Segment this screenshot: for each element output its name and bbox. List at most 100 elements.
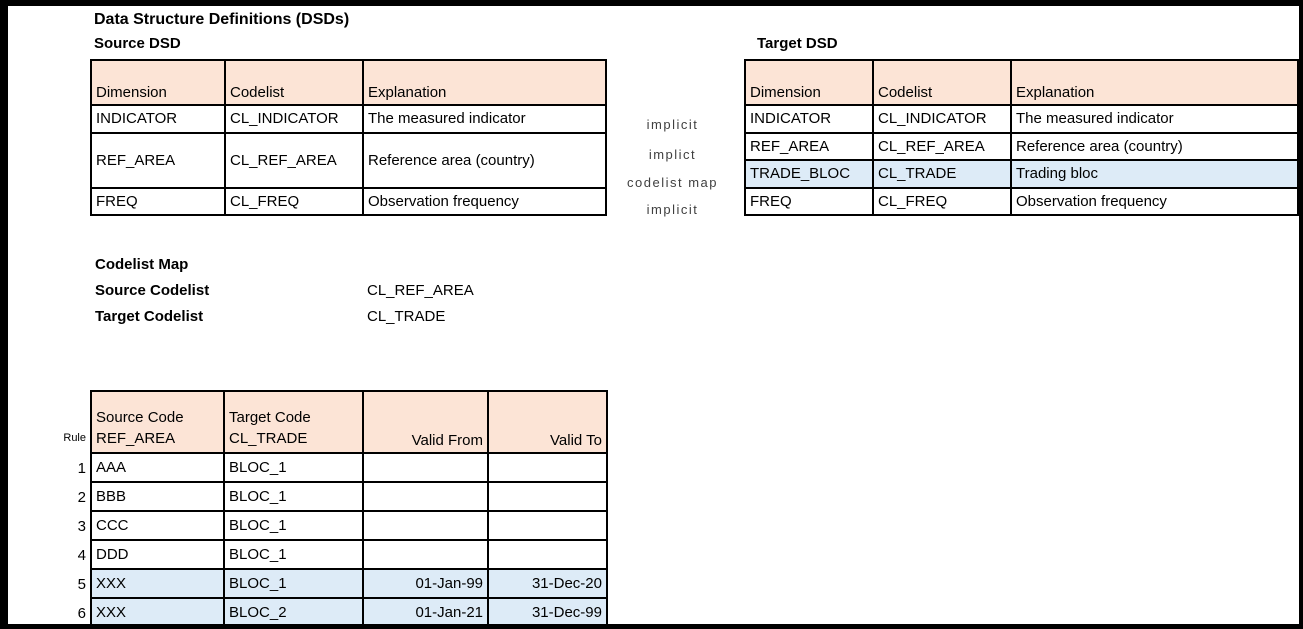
column-header-dimension: Dimension (90, 59, 226, 106)
explanation-cell: Observation frequency (362, 187, 607, 216)
codelist-map-rules-table: Source Code REF_AREA Target Code CL_TRAD… (90, 390, 608, 628)
valid-from-cell (362, 481, 489, 512)
explanation-cell: The measured indicator (1010, 104, 1299, 134)
explanation-cell: Trading bloc (1010, 159, 1299, 189)
dimension-cell: REF_AREA (744, 132, 874, 161)
dimension-cell: INDICATOR (90, 104, 226, 134)
target-dsd-header-row: Dimension Codelist Explanation (744, 59, 1299, 106)
rule-number: 2 (77, 489, 86, 506)
rule-column: Rule 1 2 3 4 5 6 (28, 390, 86, 626)
valid-to-cell (487, 452, 608, 483)
codelist-map-section: Codelist Map Source Codelist CL_REF_AREA… (95, 256, 474, 334)
column-header-explanation: Explanation (1010, 59, 1299, 106)
source-code-cell: XXX (90, 597, 225, 628)
table-row-highlighted-trade-bloc: TRADE_BLOC CL_TRADE Trading bloc (744, 159, 1299, 189)
mapping-type-label-implicit-1: implicit (646, 117, 699, 132)
explanation-cell: Observation frequency (1010, 187, 1299, 216)
target-code-cell: BLOC_1 (223, 481, 364, 512)
rules-header-row: Source Code REF_AREA Target Code CL_TRAD… (90, 390, 608, 454)
column-header-valid-from: Valid From (362, 390, 489, 454)
mapping-type-label-implicit-3: implicit (646, 202, 699, 217)
source-code-cell: DDD (90, 539, 225, 570)
dimension-cell: INDICATOR (744, 104, 874, 134)
codelist-cell: CL_REF_AREA (224, 132, 364, 189)
column-header-source-code: Source Code REF_AREA (90, 390, 225, 454)
rule-row: DDD BLOC_1 (90, 539, 608, 570)
source-code-cell: AAA (90, 452, 225, 483)
source-codelist-label: Source Codelist (95, 282, 210, 299)
table-row: INDICATOR CL_INDICATOR The measured indi… (744, 104, 1299, 134)
valid-to-cell: 31-Dec-20 (487, 568, 608, 599)
source-code-cell: CCC (90, 510, 225, 541)
dimension-cell: TRADE_BLOC (744, 159, 874, 189)
source-code-cell: BBB (90, 481, 225, 512)
source-code-header-line2: REF_AREA (96, 430, 176, 447)
target-code-cell: BLOC_1 (223, 539, 364, 570)
rule-number: 5 (77, 576, 86, 593)
valid-from-cell (362, 452, 489, 483)
target-dsd-table: Dimension Codelist Explanation INDICATOR… (744, 59, 1299, 216)
rule-row-highlighted: XXX BLOC_2 01-Jan-21 31-Dec-99 (90, 597, 608, 628)
column-header-codelist: Codelist (224, 59, 364, 106)
rule-row: AAA BLOC_1 (90, 452, 608, 483)
valid-to-cell (487, 481, 608, 512)
target-codelist-label: Target Codelist (95, 308, 204, 325)
valid-to-cell (487, 510, 608, 541)
valid-from-cell (362, 539, 489, 570)
source-code-header-line1: Source Code (96, 409, 184, 426)
codelist-map-title: Codelist Map (95, 256, 189, 273)
rule-number: 4 (77, 547, 86, 564)
rule-row: BBB BLOC_1 (90, 481, 608, 512)
codelist-cell: CL_INDICATOR (872, 104, 1012, 134)
source-dsd-label: Source DSD (94, 35, 181, 52)
table-row: REF_AREA CL_REF_AREA Reference area (cou… (90, 132, 607, 189)
dimension-cell: REF_AREA (90, 132, 226, 189)
table-row: FREQ CL_FREQ Observation frequency (90, 187, 607, 216)
target-dsd-label: Target DSD (757, 35, 838, 52)
codelist-cell: CL_FREQ (872, 187, 1012, 216)
target-code-cell: BLOC_1 (223, 510, 364, 541)
rule-number: 3 (77, 518, 86, 535)
column-header-valid-to: Valid To (487, 390, 608, 454)
codelist-cell: CL_FREQ (224, 187, 364, 216)
valid-from-cell: 01-Jan-99 (362, 568, 489, 599)
column-header-target-code: Target Code CL_TRADE (223, 390, 364, 454)
dimension-cell: FREQ (744, 187, 874, 216)
codelist-map-target-row: Target Codelist CL_TRADE (95, 308, 445, 334)
mapping-type-label-implicit-2: implict (648, 147, 697, 162)
valid-to-cell: 31-Dec-99 (487, 597, 608, 628)
valid-from-cell (362, 510, 489, 541)
source-code-cell: XXX (90, 568, 225, 599)
rule-row-highlighted: XXX BLOC_1 01-Jan-99 31-Dec-20 (90, 568, 608, 599)
explanation-cell: Reference area (country) (1010, 132, 1299, 161)
rule-number: 6 (77, 605, 86, 622)
page-title: Data Structure Definitions (DSDs) (94, 11, 350, 28)
target-code-cell: BLOC_1 (223, 568, 364, 599)
table-row: FREQ CL_FREQ Observation frequency (744, 187, 1299, 216)
target-code-header-line2: CL_TRADE (229, 430, 308, 447)
target-code-header-line1: Target Code (229, 409, 311, 426)
valid-to-cell (487, 539, 608, 570)
table-row: REF_AREA CL_REF_AREA Reference area (cou… (744, 132, 1299, 161)
column-header-explanation: Explanation (362, 59, 607, 106)
codelist-cell: CL_REF_AREA (872, 132, 1012, 161)
target-codelist-value: CL_TRADE (367, 308, 446, 325)
codelist-cell: CL_INDICATOR (224, 104, 364, 134)
source-codelist-value: CL_REF_AREA (367, 282, 474, 299)
source-dsd-header-row: Dimension Codelist Explanation (90, 59, 607, 106)
codelist-cell: CL_TRADE (872, 159, 1012, 189)
rule-row: CCC BLOC_1 (90, 510, 608, 541)
target-code-cell: BLOC_1 (223, 452, 364, 483)
valid-from-cell: 01-Jan-21 (362, 597, 489, 628)
column-header-codelist: Codelist (872, 59, 1012, 106)
dimension-cell: FREQ (90, 187, 226, 216)
explanation-cell: Reference area (country) (362, 132, 607, 189)
explanation-cell: The measured indicator (362, 104, 607, 134)
column-header-dimension: Dimension (744, 59, 874, 106)
rule-number: 1 (77, 460, 86, 477)
codelist-map-source-row: Source Codelist CL_REF_AREA (95, 282, 474, 308)
rule-column-label: Rule (63, 432, 86, 444)
source-dsd-table: Dimension Codelist Explanation INDICATOR… (90, 59, 607, 216)
mapping-type-label-codelist-map: codelist map (627, 175, 718, 190)
target-code-cell: BLOC_2 (223, 597, 364, 628)
